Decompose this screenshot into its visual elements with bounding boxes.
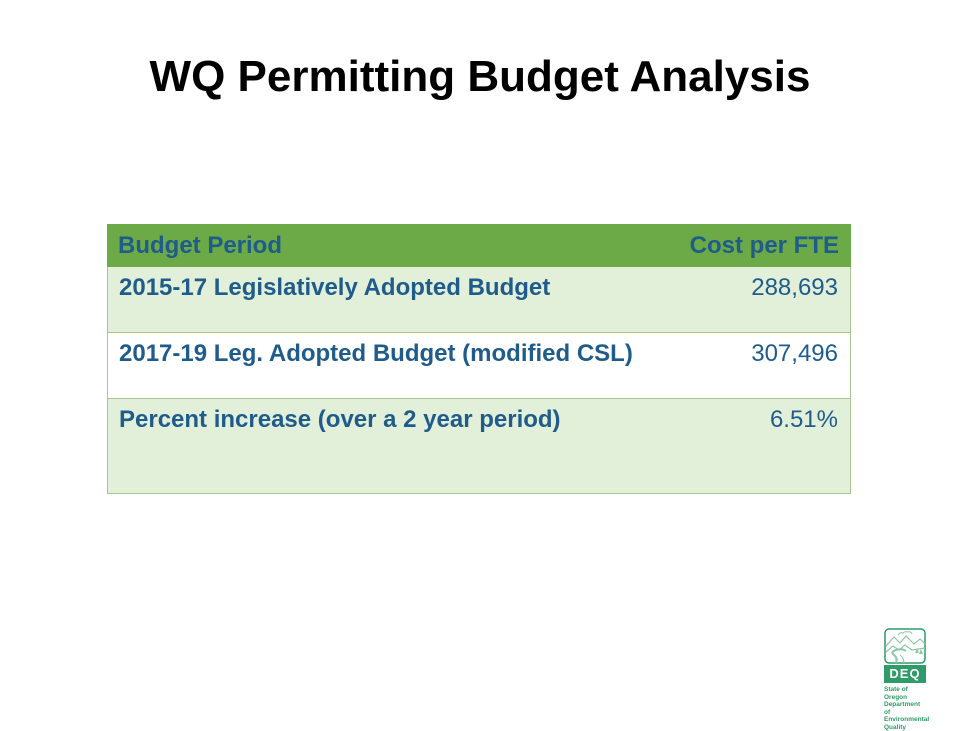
page-title: WQ Permitting Budget Analysis — [0, 52, 960, 102]
deq-landscape-icon — [884, 628, 926, 664]
deq-caption-line: Department of — [884, 701, 926, 716]
row-value: 288,693 — [751, 274, 838, 302]
column-header-budget-period: Budget Period — [118, 232, 282, 260]
deq-caption: State of Oregon Department of Environmen… — [884, 686, 926, 731]
row-label: 2017-19 Leg. Adopted Budget (modified CS… — [119, 340, 633, 368]
deq-acronym-badge: DEQ — [884, 665, 926, 683]
row-label: 2015-17 Legislatively Adopted Budget — [119, 274, 550, 302]
row-value: 307,496 — [751, 340, 838, 368]
column-header-cost-per-fte: Cost per FTE — [690, 232, 839, 260]
row-value: 6.51% — [770, 406, 838, 434]
table-body: 2015-17 Legislatively Adopted Budget 288… — [107, 267, 851, 494]
table-header-row: Budget Period Cost per FTE — [107, 224, 851, 267]
table-row: 2015-17 Legislatively Adopted Budget 288… — [108, 267, 850, 332]
deq-caption-line: Quality — [884, 724, 926, 731]
deq-caption-line: State of Oregon — [884, 686, 926, 701]
budget-table: Budget Period Cost per FTE 2015-17 Legis… — [107, 224, 851, 494]
row-label: Percent increase (over a 2 year period) — [119, 406, 561, 434]
table-row: Percent increase (over a 2 year period) … — [108, 398, 850, 493]
table-row: 2017-19 Leg. Adopted Budget (modified CS… — [108, 332, 850, 398]
deq-logo: DEQ State of Oregon Department of Enviro… — [884, 628, 926, 731]
